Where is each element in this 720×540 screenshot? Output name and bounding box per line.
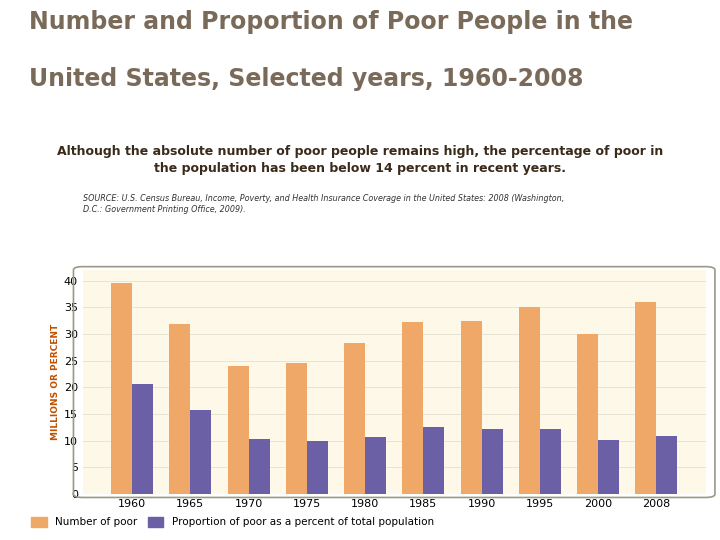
Text: SOURCE: U.S. Census Bureau, Income, Poverty, and Health Insurance Coverage in th: SOURCE: U.S. Census Bureau, Income, Pove… <box>83 194 564 214</box>
Bar <box>540 429 561 494</box>
Bar <box>169 324 190 494</box>
Bar <box>190 410 211 494</box>
Text: Although the absolute number of poor people remains high, the percentage of poor: Although the absolute number of poor peo… <box>57 145 663 175</box>
Legend: Number of poor, Proportion of poor as a percent of total population: Number of poor, Proportion of poor as a … <box>27 512 438 531</box>
Bar <box>423 427 444 494</box>
Bar <box>132 383 153 494</box>
Text: United States, Selected years, 1960-2008: United States, Selected years, 1960-2008 <box>29 66 583 91</box>
Bar <box>365 437 386 494</box>
Bar <box>402 322 423 494</box>
Bar <box>344 343 365 494</box>
Bar <box>577 334 598 494</box>
Bar <box>307 441 328 494</box>
Text: 16: 16 <box>9 123 25 133</box>
Bar <box>657 436 678 494</box>
Text: Number and Proportion of Poor People in the: Number and Proportion of Poor People in … <box>29 10 633 33</box>
Bar <box>482 429 503 494</box>
Bar <box>461 321 482 494</box>
Y-axis label: MILLIONS OR PERCENT: MILLIONS OR PERCENT <box>50 324 60 440</box>
Bar <box>286 363 307 494</box>
Bar <box>111 284 132 494</box>
Bar <box>248 438 269 494</box>
Bar <box>635 302 657 494</box>
Bar <box>228 366 248 494</box>
Bar <box>598 440 619 494</box>
Bar <box>519 307 540 494</box>
